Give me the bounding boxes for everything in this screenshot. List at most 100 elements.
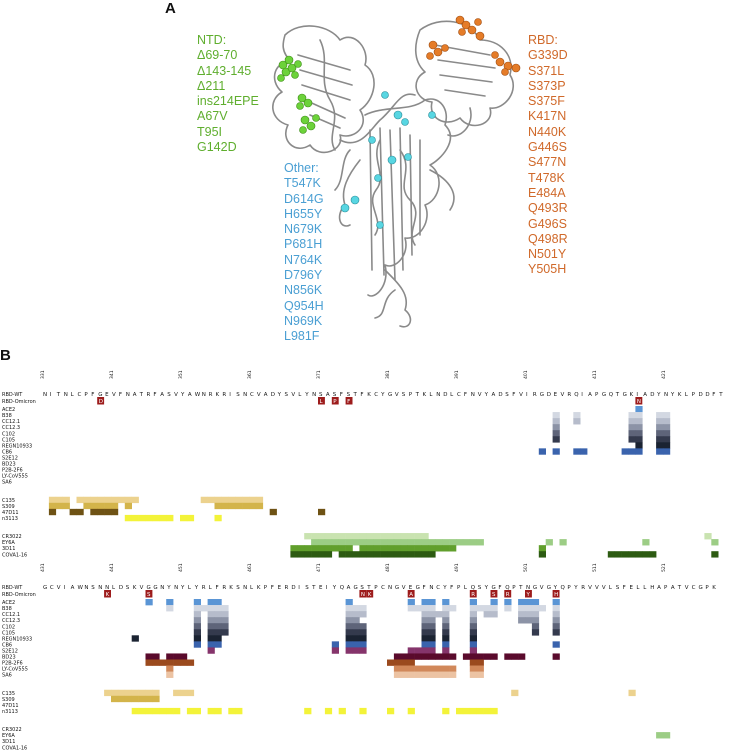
wt-residue: C [692, 585, 696, 591]
contact-cell [207, 629, 215, 636]
contact-cell [304, 533, 312, 540]
contact-cell [111, 508, 119, 516]
contact-cell [152, 659, 160, 666]
contact-cell [76, 496, 84, 504]
wt-residue: P [664, 585, 668, 591]
contact-cell [111, 496, 119, 504]
contact-cell [483, 707, 491, 715]
contact-cell [518, 617, 526, 624]
contact-cell [90, 502, 98, 510]
contact-cell [214, 496, 222, 504]
contact-cell [435, 611, 443, 618]
wt-residue: Y [194, 585, 199, 591]
contact-cell [421, 599, 429, 606]
contact-cell [469, 611, 477, 618]
wt-residue: Q [609, 392, 614, 398]
wt-residue: Q [340, 585, 345, 591]
tick-label: 521 [661, 563, 667, 572]
omicron-mutation-residue: N [637, 399, 641, 405]
tick-label: 471 [316, 563, 322, 572]
contact-cell [180, 659, 188, 666]
tick-label: 451 [178, 563, 184, 572]
contact-cell [318, 539, 326, 546]
contact-cell [428, 617, 436, 624]
contact-cell [504, 653, 512, 660]
contact-cell [538, 551, 546, 558]
wt-residue: Y [166, 585, 171, 591]
contact-cell [373, 533, 381, 540]
contact-cell [428, 599, 436, 606]
wt-residue: V [602, 585, 606, 591]
antibody-label: REGN10933 [2, 636, 32, 642]
contact-cell [456, 707, 464, 715]
contact-cell [552, 641, 560, 648]
contact-cell [656, 424, 664, 431]
contact-cell [407, 605, 415, 612]
contact-cell [152, 707, 160, 715]
contact-cell [518, 599, 526, 606]
contact-cell [297, 551, 305, 558]
wt-residue: A [71, 585, 75, 591]
contact-cell [97, 508, 105, 516]
wt-residue: E [409, 585, 413, 591]
contact-cell [628, 430, 636, 437]
wt-residue: G [98, 392, 102, 398]
contact-cell [414, 665, 422, 672]
contact-cell [393, 551, 402, 558]
contact-cell [186, 514, 195, 522]
contact-cell [318, 533, 326, 540]
contact-cell [193, 599, 201, 606]
contact-cell [428, 605, 436, 612]
wt-residue: K [133, 585, 137, 591]
contact-cell [373, 551, 381, 558]
contact-cell [111, 502, 119, 510]
contact-cell [393, 545, 402, 552]
tick-label: 491 [454, 563, 460, 572]
contact-cell [483, 605, 491, 612]
contact-cell [207, 605, 215, 612]
contact-cell [656, 442, 664, 449]
contact-cell [607, 551, 615, 558]
antibody-label: CB6 [2, 449, 12, 455]
wt-residue: N [126, 392, 130, 398]
wt-residue: I [326, 585, 328, 591]
wt-residue: I [581, 392, 583, 398]
contact-cell [449, 539, 457, 546]
contact-cell [62, 502, 70, 510]
contact-cell [242, 496, 250, 504]
other-mutation: H655Y [284, 206, 323, 221]
contact-cell [442, 617, 450, 624]
other-mutation: D614G [284, 191, 324, 206]
contact-cell [435, 653, 443, 660]
contact-cell [97, 496, 105, 504]
wt-residue: G [416, 585, 420, 591]
contact-cell [359, 551, 367, 558]
contact-cell [166, 665, 174, 672]
contact-cell [414, 671, 422, 678]
wt-residue: F [423, 585, 426, 591]
contact-cell [104, 508, 112, 516]
wt-residue: T [311, 585, 316, 591]
contact-cell [387, 533, 395, 540]
contact-cell [387, 659, 395, 666]
contact-cell [352, 641, 360, 648]
contact-cell [207, 599, 215, 606]
contact-cell [338, 539, 346, 546]
wt-residue: P [692, 392, 696, 398]
contact-cell [400, 539, 408, 546]
contact-cell [166, 653, 174, 660]
contact-cell [255, 496, 264, 504]
other-mutation: N856K [284, 283, 323, 298]
omicron-label: RBD-Omicron [2, 592, 36, 598]
wt-residue: A [588, 392, 592, 398]
contact-cell [48, 496, 57, 504]
contact-cell [338, 707, 346, 715]
contact-cell [207, 496, 215, 504]
contact-cell [207, 611, 215, 618]
contact-cell [393, 665, 402, 672]
contact-cell [345, 605, 353, 612]
contact-cell [552, 623, 560, 630]
omicron-mutation-box [366, 590, 374, 598]
contact-cell [407, 647, 415, 654]
contact-cell [656, 418, 664, 425]
